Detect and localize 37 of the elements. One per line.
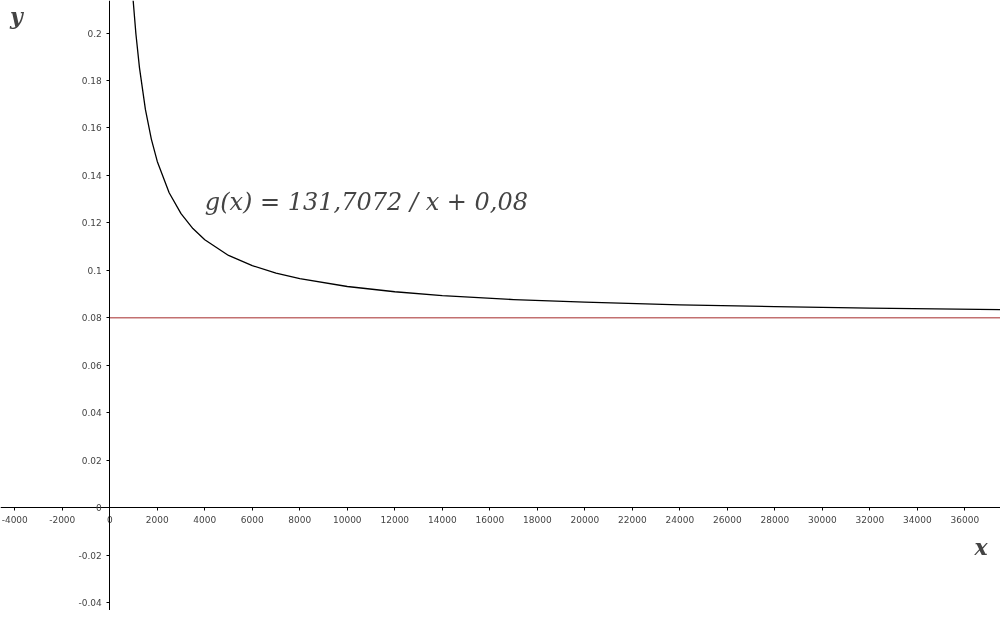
y-tick-label: 0.18 [81,75,103,86]
x-tick-label: 24000 [665,514,695,525]
x-tick-label: 14000 [427,514,457,525]
x-tick-label: 6000 [240,514,265,525]
y-tick-label: 0.06 [81,360,103,371]
x-tick-label: 36000 [950,514,980,525]
x-tick-label: 8000 [288,514,312,525]
x-tick-label: 2000 [145,514,169,525]
x-tick-label: 18000 [523,514,552,525]
y-tick-label: 0.14 [81,170,103,181]
x-tick-label: 32000 [855,514,885,525]
x-tick-label: 16000 [475,514,505,525]
x-tick-label: 12000 [380,514,410,525]
x-tick-label: 34000 [903,514,932,525]
x-tick-label: 22000 [618,514,647,525]
y-tick-label: 0.2 [87,28,102,39]
annotation: g(x) = 131,7072 / x + 0,08 [204,187,528,216]
x-tick-label: 28000 [760,514,790,525]
x-tick-label: -2000 [49,514,76,525]
y-tick-label: 0 [96,503,103,514]
y-tick-label: -0.04 [78,598,103,609]
x-tick-label: 30000 [808,514,837,525]
y-tick-label: 0.12 [81,218,102,229]
y-tick-label: 0.16 [81,123,103,134]
x-tick-label: -4000 [1,514,29,525]
x-tick-label: 20000 [570,514,600,525]
y-tick-label: 0.02 [81,455,102,466]
x-tick-label: 10000 [332,514,362,525]
x-tick-label: 26000 [713,514,742,525]
y-tick-label: -0.02 [78,550,102,561]
y-tick-label: 0.08 [81,313,103,324]
line-series [132,0,1000,311]
x-axis-title: x [973,533,989,560]
y-tick-label: 0.04 [81,408,103,419]
x-tick-label: 4000 [193,514,217,525]
y-tick-label: 0.1 [87,265,102,276]
y-axis-title: y [9,2,25,29]
